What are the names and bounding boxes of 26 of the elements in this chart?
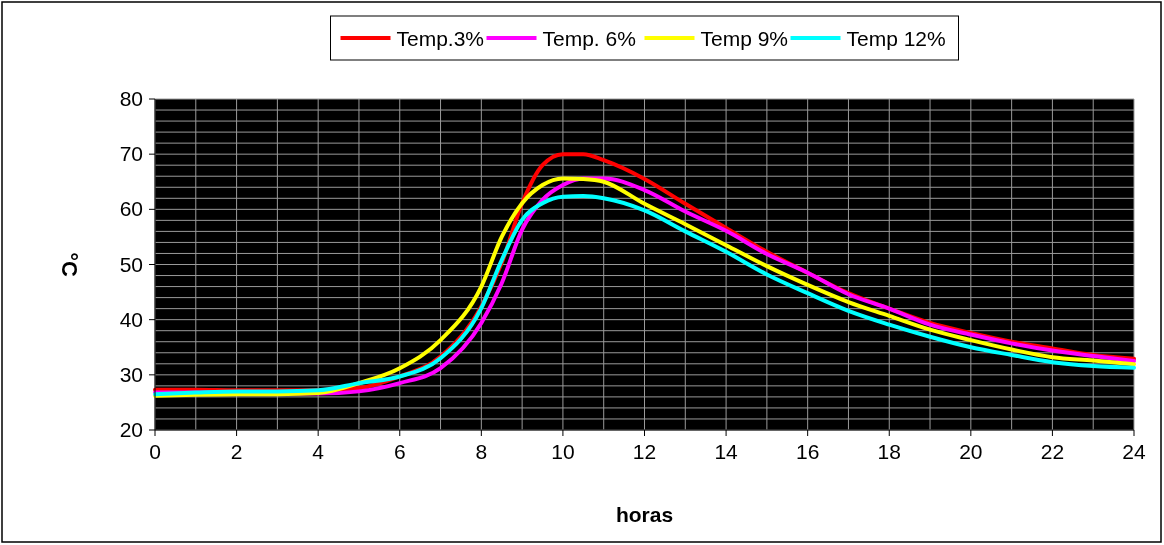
x-axis-title: horas bbox=[615, 503, 674, 526]
y-tick-label: 50 bbox=[119, 252, 143, 276]
x-tick-label: 22 bbox=[1040, 440, 1065, 463]
x-tick-label: 10 bbox=[551, 440, 575, 463]
x-tick-label: 8 bbox=[475, 440, 488, 463]
y-tick-label: 80 bbox=[119, 87, 143, 110]
x-tick-label: 20 bbox=[959, 440, 983, 463]
y-tick-label: 70 bbox=[119, 142, 143, 166]
legend-label: Temp 12% bbox=[846, 27, 946, 50]
x-tick-label: 14 bbox=[714, 440, 739, 463]
y-tick-label: 40 bbox=[119, 307, 143, 331]
y-axis-title: °C bbox=[57, 252, 82, 277]
legend-label: Temp 9% bbox=[700, 27, 789, 50]
legend-label: Temp. 6% bbox=[542, 27, 636, 50]
legend-label: Temp.3% bbox=[396, 27, 485, 50]
y-tick-label: 30 bbox=[119, 362, 143, 386]
x-tick-label: 18 bbox=[877, 440, 901, 463]
x-tick-label: 0 bbox=[149, 440, 161, 463]
x-tick-label: 6 bbox=[393, 440, 406, 463]
x-tick-label: 12 bbox=[632, 440, 657, 463]
y-tick-label: 60 bbox=[119, 197, 143, 221]
x-tick-label: 24 bbox=[1122, 440, 1146, 463]
y-tick-label: 20 bbox=[119, 418, 143, 441]
x-tick-label: 4 bbox=[312, 440, 325, 463]
x-tick-label: 2 bbox=[230, 440, 243, 463]
x-tick-label: 16 bbox=[795, 440, 820, 463]
